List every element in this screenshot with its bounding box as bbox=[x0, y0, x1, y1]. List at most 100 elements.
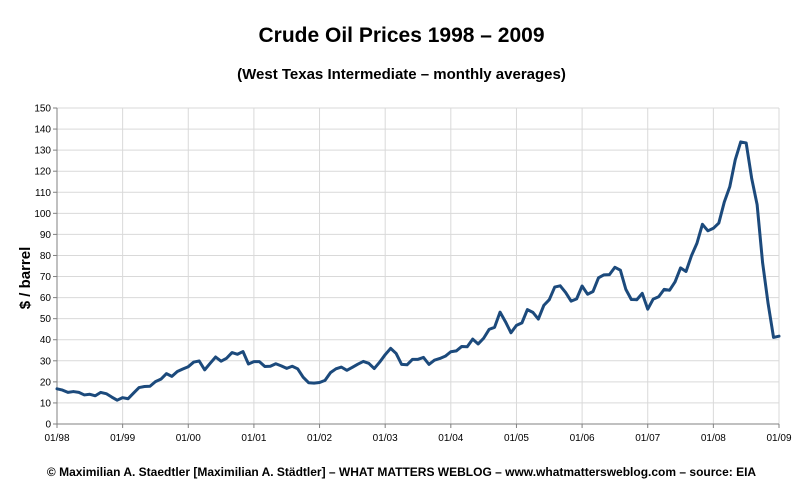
axes bbox=[53, 107, 780, 428]
x-tick-label: 01/00 bbox=[176, 433, 201, 444]
data-point bbox=[460, 345, 463, 348]
x-tick-label: 01/02 bbox=[307, 433, 332, 444]
data-point bbox=[416, 358, 420, 361]
data-point bbox=[280, 364, 283, 368]
data-point bbox=[766, 302, 770, 305]
data-point bbox=[247, 362, 250, 366]
data-point bbox=[619, 269, 622, 272]
data-point bbox=[94, 394, 97, 397]
data-point bbox=[176, 370, 179, 373]
data-point bbox=[383, 353, 387, 356]
data-point bbox=[230, 351, 234, 354]
x-tick-labels: 01/98 01/99 01/00 01/01 01/02 01/03 01/04 01/05… bbox=[44, 433, 791, 444]
data-point bbox=[662, 288, 666, 291]
data-point bbox=[301, 376, 305, 379]
data-point bbox=[777, 334, 781, 338]
data-point bbox=[564, 291, 567, 294]
data-point bbox=[362, 360, 365, 363]
data-point bbox=[526, 308, 529, 311]
data-point bbox=[602, 273, 606, 277]
data-point bbox=[394, 352, 398, 355]
data-point bbox=[438, 357, 442, 360]
data-point bbox=[542, 304, 545, 307]
data-point bbox=[772, 336, 775, 339]
y-tick-label: 100 bbox=[34, 209, 51, 220]
data-point bbox=[83, 393, 86, 397]
data-point bbox=[148, 385, 152, 388]
data-point bbox=[630, 298, 633, 301]
x-tick-label: 01/07 bbox=[635, 433, 660, 444]
data-point bbox=[575, 297, 578, 301]
data-point bbox=[652, 297, 655, 301]
data-point bbox=[591, 290, 595, 293]
data-point bbox=[345, 369, 349, 372]
y-tick-label: 20 bbox=[40, 377, 52, 388]
data-point bbox=[487, 328, 491, 331]
data-point bbox=[126, 397, 130, 400]
data-point bbox=[597, 276, 600, 279]
data-point bbox=[400, 363, 403, 366]
data-point bbox=[476, 342, 480, 346]
data-point bbox=[761, 261, 764, 264]
data-point bbox=[548, 298, 551, 301]
data-point bbox=[641, 292, 644, 295]
y-tick-label: 90 bbox=[40, 230, 52, 241]
data-point bbox=[307, 381, 310, 384]
data-point bbox=[498, 310, 502, 314]
data-point bbox=[263, 365, 267, 368]
data-point bbox=[427, 363, 431, 366]
y-tick-label: 120 bbox=[34, 167, 51, 178]
series-line-wti bbox=[55, 140, 781, 402]
y-tick-label: 60 bbox=[40, 293, 52, 304]
data-point bbox=[389, 347, 392, 350]
data-point bbox=[690, 254, 693, 257]
data-point bbox=[296, 367, 299, 371]
data-point bbox=[706, 229, 710, 233]
data-point bbox=[455, 349, 458, 353]
data-point bbox=[537, 317, 540, 321]
data-point bbox=[520, 321, 524, 325]
data-point bbox=[734, 158, 737, 162]
data-point bbox=[132, 391, 135, 395]
data-point bbox=[351, 366, 354, 369]
data-point bbox=[373, 367, 376, 370]
data-point bbox=[482, 337, 485, 340]
y-tick-label: 0 bbox=[45, 420, 51, 431]
y-tick-label: 150 bbox=[34, 104, 51, 115]
y-tick-label: 70 bbox=[40, 272, 52, 283]
data-point bbox=[635, 298, 638, 301]
data-point bbox=[318, 381, 321, 384]
data-point bbox=[466, 345, 469, 348]
data-point bbox=[559, 284, 562, 287]
data-point bbox=[356, 362, 360, 366]
data-point bbox=[208, 362, 212, 365]
data-point bbox=[55, 387, 59, 391]
x-tick-label: 01/01 bbox=[241, 433, 266, 444]
data-point bbox=[291, 365, 294, 368]
data-point bbox=[673, 280, 677, 283]
data-point bbox=[701, 223, 704, 226]
data-point bbox=[509, 331, 513, 334]
data-point bbox=[110, 395, 113, 399]
data-point bbox=[723, 200, 726, 204]
y-tick-labels: 0 10 20 30 40 50 60 70 80 90 100 110 120 130 140 150 bbox=[34, 104, 51, 431]
x-tick-label: 01/04 bbox=[438, 433, 463, 444]
y-tick-label: 40 bbox=[40, 335, 52, 346]
y-axis-label: $ / barrel bbox=[17, 247, 34, 310]
data-point bbox=[203, 368, 206, 372]
data-point bbox=[712, 227, 715, 230]
y-tick-label: 30 bbox=[40, 356, 52, 367]
data-point bbox=[422, 356, 425, 359]
data-point bbox=[170, 375, 174, 378]
data-point bbox=[684, 270, 688, 273]
data-point bbox=[329, 371, 332, 374]
data-point bbox=[72, 390, 75, 393]
data-point bbox=[613, 266, 617, 269]
data-point bbox=[553, 285, 556, 289]
data-point bbox=[493, 326, 496, 329]
data-point bbox=[367, 362, 370, 365]
footer-credit: © Maximilian A. Staedtler [Maximilian A.… bbox=[46, 465, 757, 479]
data-point bbox=[312, 381, 316, 385]
data-point bbox=[323, 379, 327, 382]
